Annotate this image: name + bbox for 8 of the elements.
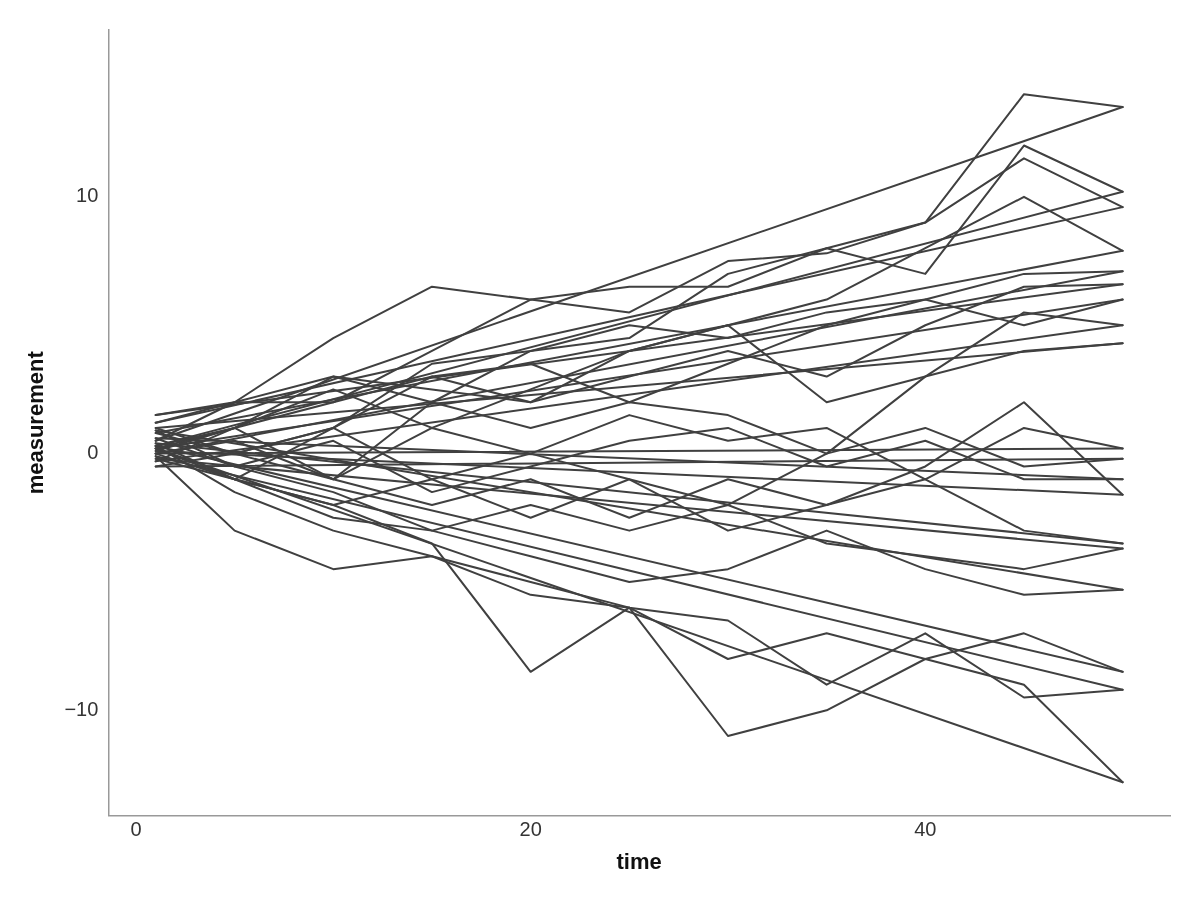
x-axis-title: time bbox=[616, 848, 662, 874]
y-tick-label: 0 bbox=[87, 441, 99, 464]
x-tick-label: 0 bbox=[130, 818, 142, 841]
x-tick-label: 40 bbox=[914, 818, 937, 841]
y-tick-label: −10 bbox=[64, 697, 99, 720]
y-axis-title: measurement bbox=[23, 350, 49, 495]
y-tick-label: 10 bbox=[76, 184, 99, 207]
x-tick-label: 20 bbox=[519, 818, 542, 841]
